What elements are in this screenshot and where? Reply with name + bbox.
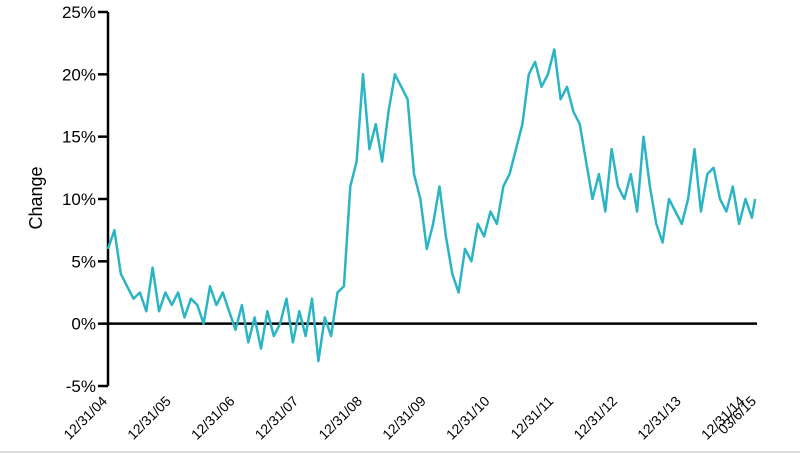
x-tick-label: 12/31/05 (124, 393, 174, 443)
y-tick-label: 5% (71, 252, 96, 271)
x-tick-label: 12/31/10 (443, 393, 493, 443)
y-tick-label: 0% (71, 315, 96, 334)
y-tick-label: 10% (62, 190, 96, 209)
data-line (106, 48, 757, 363)
x-tick-label: 12/31/13 (634, 393, 684, 443)
y-tick-label: 25% (62, 3, 96, 22)
x-tick-label: 12/31/09 (379, 393, 429, 443)
x-tick-label: 12/31/08 (315, 393, 365, 443)
x-tick-label: 12/31/11 (507, 393, 556, 442)
y-tick-label: 15% (62, 128, 96, 147)
x-tick-label: 12/31/12 (570, 393, 620, 443)
y-axis-label: Change (26, 166, 46, 229)
x-tick-label: 12/31/06 (188, 393, 238, 443)
y-tick-label: 20% (62, 65, 96, 84)
y-tick-label: -5% (66, 377, 96, 396)
x-tick-label: 12/31/04 (60, 393, 110, 443)
x-tick-label: 12/31/07 (252, 393, 302, 443)
